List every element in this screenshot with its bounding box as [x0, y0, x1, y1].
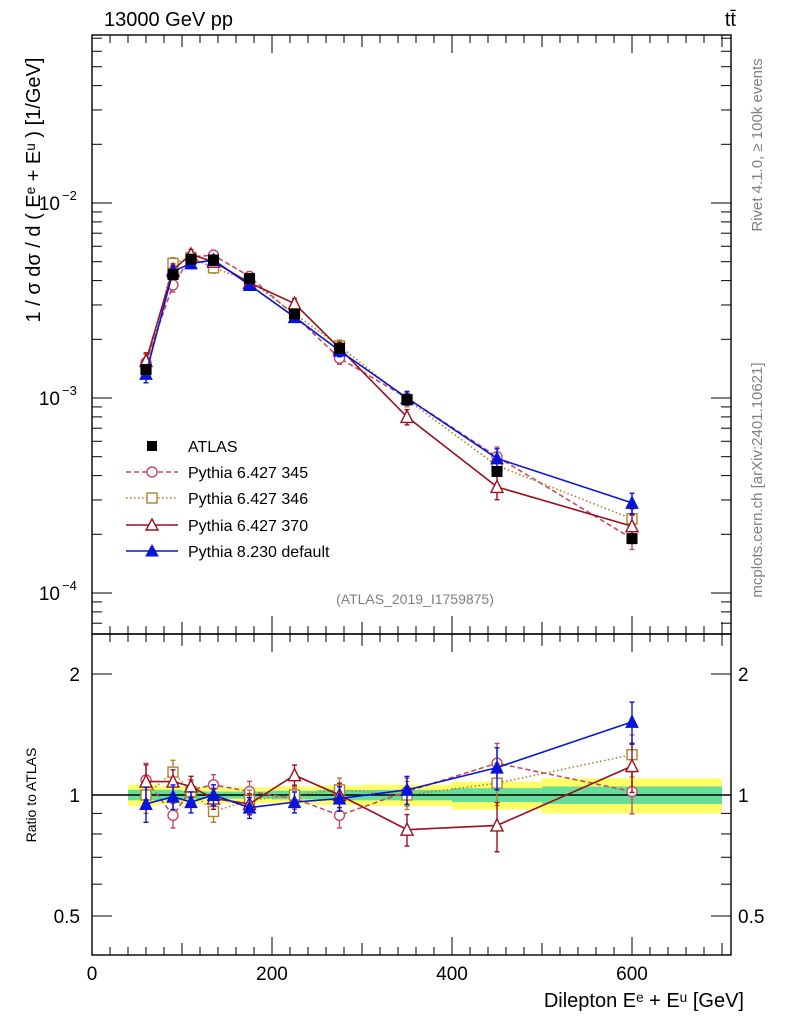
y-tick-label-exponent: −3 [62, 383, 77, 398]
legend-label-pythia-370: Pythia 6.427 370 [188, 518, 308, 535]
main-point-atlas [334, 342, 345, 354]
main-point-p370 [399, 408, 415, 424]
y-tick-label-right: 2 [738, 665, 749, 686]
legend-entry-pythia-345: Pythia 6.427 345 [126, 465, 308, 482]
ratio-point-p8 [184, 794, 198, 809]
legend: ATLAS Pythia 6.427 345 Pythia 6.427 346 … [126, 439, 330, 561]
ratio-point-p370 [287, 767, 302, 782]
legend-marker-pythia-346 [146, 492, 158, 504]
main-point-atlas [401, 394, 413, 406]
main-point-p370 [489, 478, 505, 494]
ratio-line-p345 [145, 762, 633, 817]
x-tick-label: 600 [616, 964, 648, 985]
main-point-p8 [242, 277, 257, 291]
legend-entry-pythia-370: Pythia 6.427 370 [126, 517, 308, 535]
main-point-atlas [244, 273, 255, 285]
main-point-atlas [140, 364, 152, 376]
main-point-atlas [289, 308, 300, 320]
ratio-y-axis-label: Ratio to ATLAS [23, 748, 39, 843]
x-tick-label: 200 [256, 964, 288, 985]
main-y-axis-label: 1 / σ dσ / d ( Eᵉ + Eᵘ ) [1/GeV] [23, 58, 45, 323]
main-point-p370 [624, 518, 640, 533]
legend-marker-pythia-370 [144, 517, 160, 531]
main-point-atlas [167, 268, 179, 280]
x-tick-label: 0 [87, 964, 98, 985]
main-line-p346 [145, 256, 633, 520]
y-tick-label: 1 [69, 786, 80, 807]
ratio-line-p346 [145, 753, 633, 813]
main-point-atlas [208, 254, 219, 266]
ratio-point-p8 [139, 796, 153, 810]
y-tick-label: 10 [39, 194, 60, 215]
main-point-atlas [185, 253, 197, 265]
ratio-point-p8 [242, 800, 257, 814]
mcplots-label: mcplots.cern.ch [arXiv:2401.10621] [749, 362, 766, 597]
energy-label: 13000 GeV pp [104, 9, 233, 31]
legend-entry-atlas: ATLAS [147, 439, 238, 456]
y-tick-label-exponent: −2 [62, 188, 77, 203]
analysis-tag: (ATLAS_2019_I1759875) [336, 591, 494, 607]
ratio-line-p8 [145, 721, 633, 809]
ratio-panel-series [138, 701, 640, 853]
x-axis-label: Dilepton Eᵉ + Eᵘ [GeV] [544, 990, 744, 1012]
main-point-p370 [287, 295, 302, 310]
main-line-p8 [145, 259, 633, 504]
ratio-point-p8 [332, 790, 347, 805]
main-panel-series [138, 246, 640, 551]
y-tick-label: 0.5 [54, 907, 80, 928]
y-tick-label: 10 [39, 389, 60, 410]
rivet-version-label: Rivet 4.1.0, ≥ 100k events [749, 58, 766, 231]
ratio-point-p8 [166, 789, 180, 803]
main-point-atlas [491, 465, 503, 477]
ratio-point-p8 [206, 787, 221, 801]
legend-marker-pythia-345 [146, 466, 158, 478]
y-tick-label: 2 [69, 665, 80, 686]
y-tick-label-right: 1 [738, 786, 749, 807]
ratio-point-p8 [625, 714, 639, 728]
main-series-atlas [140, 253, 638, 545]
ratio-point-p345 [167, 809, 179, 822]
ratio-point-p370 [399, 821, 415, 836]
legend-label-pythia-8: Pythia 8.230 default [188, 544, 330, 561]
main-series-p346 [140, 251, 638, 531]
x-tick-label: 400 [436, 964, 468, 985]
main-panel-axes: 10−410−310−2 [39, 34, 732, 635]
ratio-series-p8 [139, 701, 639, 824]
legend-label-atlas: ATLAS [188, 439, 238, 456]
legend-entry-pythia-346: Pythia 6.427 346 [126, 491, 308, 508]
main-point-p8 [625, 495, 639, 509]
legend-marker-pythia-8 [145, 543, 159, 557]
ratio-point-p8 [490, 759, 504, 774]
ratio-point-p8 [400, 782, 414, 796]
main-point-atlas [626, 533, 638, 545]
process-label: tt̄ [725, 9, 737, 31]
y-tick-label-exponent: −4 [62, 578, 77, 593]
ratio-point-p8 [287, 794, 302, 809]
ratio-line-p370 [146, 765, 633, 831]
legend-marker-atlas [147, 441, 157, 451]
ratio-point-p370 [489, 817, 505, 832]
ratio-point-p370 [624, 758, 640, 773]
main-point-p8 [490, 450, 504, 465]
main-line-p370 [145, 253, 633, 527]
y-tick-label-right: 0.5 [738, 907, 764, 928]
legend-label-pythia-346: Pythia 6.427 346 [188, 491, 308, 508]
ratio-panel-axes: 0 200 400 600 0.5 0.5 1 1 2 2 [54, 633, 764, 985]
legend-label-pythia-345: Pythia 6.427 345 [188, 465, 308, 482]
legend-entry-pythia-8: Pythia 8.230 default [126, 543, 330, 561]
y-tick-label: 10 [39, 584, 60, 605]
